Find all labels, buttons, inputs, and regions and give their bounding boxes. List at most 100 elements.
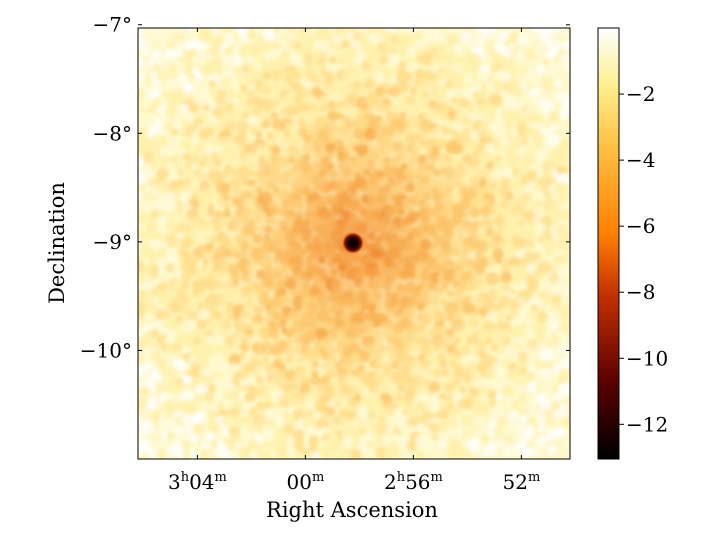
heatmap-cell xyxy=(476,69,489,83)
heatmap-cell xyxy=(439,359,448,368)
heatmap-cell xyxy=(519,367,527,375)
heatmap-cell xyxy=(199,401,209,411)
heatmap-cell xyxy=(206,420,221,434)
heatmap-cell xyxy=(482,52,490,61)
heatmap-cell xyxy=(189,450,199,459)
heatmap-cell xyxy=(524,38,535,49)
heatmap-cell xyxy=(171,119,184,131)
heatmap-cell xyxy=(561,40,570,51)
heatmap-cell xyxy=(562,243,570,251)
heatmap-cell xyxy=(141,46,152,58)
x-axis-label: Right Ascension xyxy=(266,498,438,522)
heatmap-cell xyxy=(189,177,198,186)
colorbar-tick-label: −10 xyxy=(626,346,668,370)
heatmap-cell xyxy=(223,354,231,363)
heatmap-cell xyxy=(461,87,475,101)
heatmap-cell xyxy=(181,295,190,305)
heatmap-cell xyxy=(524,145,535,155)
colorbar-tick-label: −4 xyxy=(626,148,655,172)
heatmap-cell xyxy=(557,447,570,459)
heatmap-cell xyxy=(293,452,302,459)
heatmap-cell xyxy=(185,142,195,152)
heatmap-cell xyxy=(365,431,375,441)
heatmap-cell xyxy=(561,393,569,401)
heatmap-cell xyxy=(245,55,254,64)
heatmap-cell xyxy=(286,38,297,49)
heatmap-cell xyxy=(558,334,570,347)
heatmap-cell xyxy=(544,330,553,339)
heatmap-cell xyxy=(449,437,457,445)
heatmap-cell xyxy=(494,452,504,459)
heatmap-cell xyxy=(492,248,505,260)
heatmap-cell xyxy=(518,136,529,147)
heatmap-cell xyxy=(255,131,263,139)
heatmap-cell xyxy=(520,322,528,330)
heatmap-cell xyxy=(517,219,526,227)
heatmap-cell xyxy=(270,112,279,120)
heatmap-cell xyxy=(547,60,562,75)
x-tick-label: 52m xyxy=(503,470,541,494)
heatmap-cell xyxy=(166,137,177,148)
heatmap-cell xyxy=(159,48,168,57)
heatmap-cell xyxy=(508,31,520,43)
heatmap-cell xyxy=(526,190,536,200)
heatmap-cell xyxy=(157,293,170,306)
heatmap-cell xyxy=(535,58,544,67)
heatmap-cell xyxy=(502,70,513,81)
heatmap-cell xyxy=(191,415,202,426)
heatmap-cell xyxy=(366,409,377,420)
heatmap-cell xyxy=(225,313,233,321)
heatmap-cell xyxy=(176,451,185,459)
heatmap-cell xyxy=(507,446,522,459)
heatmap-cell xyxy=(181,429,194,442)
heatmap-cell xyxy=(328,55,338,64)
heatmap-cell xyxy=(260,62,273,75)
heatmap-cell xyxy=(367,448,377,458)
heatmap-cell xyxy=(548,110,562,123)
heatmap-cell xyxy=(151,418,159,426)
heatmap-cell xyxy=(460,413,474,427)
heatmap-cell xyxy=(332,415,343,426)
heatmap-cell xyxy=(492,80,504,92)
heatmap-cell xyxy=(461,117,476,132)
heatmap-cell xyxy=(201,73,209,81)
heatmap-cell xyxy=(202,190,216,204)
colorbar-ticks: −2 −4 −6 −8 −10 −12 xyxy=(619,82,668,436)
heatmap-cell xyxy=(284,414,296,426)
heatmap-cell xyxy=(222,150,236,164)
heatmap-cell xyxy=(549,123,558,131)
heatmap-cell xyxy=(141,407,150,415)
heatmap-cell xyxy=(206,409,217,421)
heatmap-cell xyxy=(138,229,146,241)
heatmap-cell xyxy=(176,169,185,178)
heatmap-cell xyxy=(389,42,397,50)
heatmap-cell xyxy=(248,406,259,418)
heatmap-cell xyxy=(525,329,536,339)
heatmap-cell xyxy=(435,85,449,99)
heatmap-cell xyxy=(155,437,169,451)
heatmap-cell xyxy=(423,43,433,52)
heatmap-cell xyxy=(526,288,534,296)
heatmap-cell xyxy=(157,268,167,278)
heatmap-cell xyxy=(144,296,156,308)
heatmap-cell xyxy=(327,431,335,439)
heatmap-cell xyxy=(196,350,210,363)
heatmap-cell xyxy=(165,263,175,273)
heatmap-cell xyxy=(486,30,497,41)
heatmap-cell xyxy=(446,450,456,459)
heatmap-cell xyxy=(138,380,142,388)
heatmap-cell xyxy=(169,64,177,72)
heatmap-cell xyxy=(551,385,559,393)
heatmap-cell xyxy=(213,158,223,168)
heatmap-cell xyxy=(383,72,391,79)
heatmap-cell xyxy=(141,280,151,291)
heatmap-cell xyxy=(207,209,215,218)
heatmap-cell xyxy=(326,88,337,99)
heatmap-cell xyxy=(501,271,513,283)
heatmap-cell xyxy=(263,87,272,96)
heatmap-cell xyxy=(540,76,554,90)
heatmap-cell xyxy=(206,451,214,459)
heatmap-cell xyxy=(188,442,199,453)
heatmap-cell xyxy=(138,38,147,49)
heatmap-cell xyxy=(428,381,441,394)
